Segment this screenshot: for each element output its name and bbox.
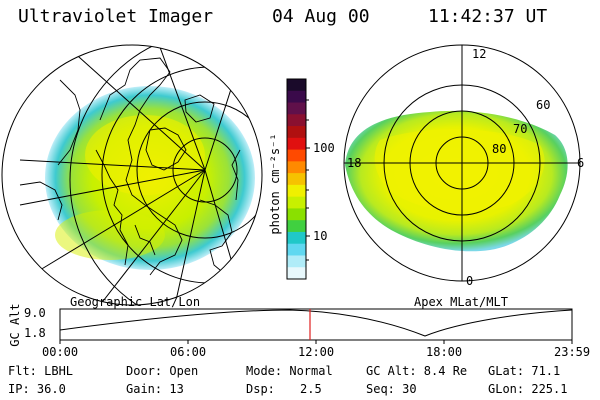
- mlt-label-12: 12: [472, 47, 487, 61]
- timeline-x-tick-2: 12:00: [298, 345, 335, 359]
- mlt-label-6: 6: [577, 156, 585, 170]
- timeline-y-tick-low: 1.8: [24, 326, 46, 340]
- mlt-label-0: 0: [466, 274, 474, 288]
- colorbar-tick-10: 10: [313, 229, 328, 243]
- colorbar-segment: [287, 102, 306, 115]
- timeline-y-label: GC Alt: [8, 303, 22, 347]
- colorbar-tick-100: 100: [313, 141, 335, 155]
- info-filter: Flt: LBHL: [8, 364, 74, 378]
- colorbar-segment: [287, 79, 306, 92]
- date-title: 04 Aug 00: [272, 6, 370, 27]
- info-glon: GLon: 225.1: [488, 382, 568, 396]
- right-panel-label: Apex MLat/MLT: [414, 295, 508, 309]
- colorbar-segment: [287, 173, 306, 186]
- colorbar-segment: [287, 196, 306, 209]
- geographic-panel: [1, 44, 263, 306]
- timeline-x-tick-3: 18:00: [426, 345, 463, 359]
- info-gain: Gain: 13: [126, 382, 184, 396]
- colorbar-segment: [287, 243, 306, 256]
- mlat-label-80: 80: [492, 142, 507, 156]
- timeline-plot: [59, 308, 573, 344]
- left-panel-label: Geographic Lat/Lon: [70, 295, 201, 309]
- colorbar-segment: [287, 220, 306, 233]
- colorbar-segment: [287, 90, 306, 104]
- left-map-border: [1, 44, 263, 306]
- colorbar-segment: [287, 161, 306, 174]
- colorbar-segment: [287, 231, 306, 245]
- colorbar-segment: [287, 114, 306, 127]
- colorbar-segment: [287, 126, 306, 139]
- colorbar-segment: [287, 184, 306, 198]
- colorbar-frame: [286, 78, 307, 280]
- timeline-x-tick-1: 06:00: [170, 345, 207, 359]
- instrument-title: Ultraviolet Imager: [18, 6, 214, 27]
- info-ip: IP: 36.0: [8, 382, 66, 396]
- colorbar-segment: [287, 208, 306, 221]
- info-seq: Seq: 30: [366, 382, 417, 396]
- coastlines: [19, 57, 241, 276]
- colorbar-segment: [287, 255, 306, 268]
- apex-grid: [343, 44, 581, 282]
- time-title: 11:42:37 UT: [428, 6, 548, 27]
- timeline-x-tick-0: 00:00: [42, 345, 79, 359]
- info-door: Door: Open: [126, 364, 199, 378]
- timeline-y-tick-high: 9.0: [24, 306, 46, 320]
- timeline-x-tick-4: 23:59: [554, 345, 591, 359]
- mlat-label-60: 60: [536, 98, 551, 112]
- colorbar-segment: [287, 137, 306, 151]
- mlt-label-18: 18: [347, 156, 362, 170]
- colorbar-ticks: [306, 99, 310, 261]
- mlat-label-70: 70: [513, 122, 528, 136]
- colorbar: [287, 79, 306, 280]
- colorbar-unit-label: photon cm⁻²s⁻¹: [268, 133, 282, 235]
- colorbar-segment: [287, 267, 306, 280]
- info-mode: Mode: Normal: [246, 364, 333, 378]
- altitude-curve: [59, 309, 573, 337]
- info-dsp-label: Dsp:: [246, 382, 275, 396]
- info-gc-alt: GC Alt: 8.4 Re: [366, 364, 468, 378]
- apex-panel: [343, 44, 581, 282]
- info-glat: GLat: 71.1: [488, 364, 561, 378]
- info-dsp-value: 2.5: [300, 382, 322, 396]
- colorbar-segment: [287, 149, 306, 162]
